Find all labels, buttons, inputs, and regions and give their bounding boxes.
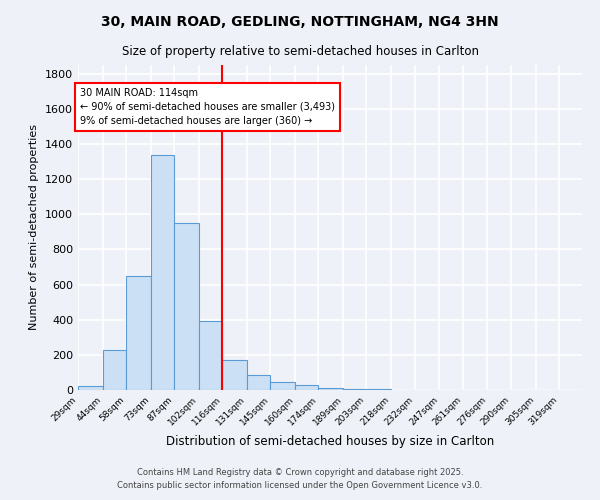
Bar: [199, 320, 222, 390]
Bar: [222, 360, 247, 390]
Text: 30 MAIN ROAD: 114sqm
← 90% of semi-detached houses are smaller (3,493)
9% of sem: 30 MAIN ROAD: 114sqm ← 90% of semi-detac…: [80, 88, 335, 126]
Bar: [247, 375, 271, 390]
Bar: [103, 350, 126, 390]
Bar: [78, 386, 103, 390]
Bar: [174, 223, 199, 390]
X-axis label: Distribution of semi-detached houses by size in Carlton: Distribution of semi-detached houses by …: [166, 436, 494, 448]
Bar: [271, 382, 295, 390]
Bar: [319, 388, 343, 390]
Bar: [151, 154, 174, 390]
Text: Contains HM Land Registry data © Crown copyright and database right 2025.
Contai: Contains HM Land Registry data © Crown c…: [118, 468, 482, 489]
Text: Size of property relative to semi-detached houses in Carlton: Size of property relative to semi-detach…: [121, 45, 479, 58]
Bar: [126, 276, 151, 390]
Text: 30, MAIN ROAD, GEDLING, NOTTINGHAM, NG4 3HN: 30, MAIN ROAD, GEDLING, NOTTINGHAM, NG4 …: [101, 15, 499, 29]
Bar: [367, 389, 391, 390]
Bar: [343, 389, 367, 390]
Y-axis label: Number of semi-detached properties: Number of semi-detached properties: [29, 124, 40, 330]
Bar: [295, 384, 319, 390]
